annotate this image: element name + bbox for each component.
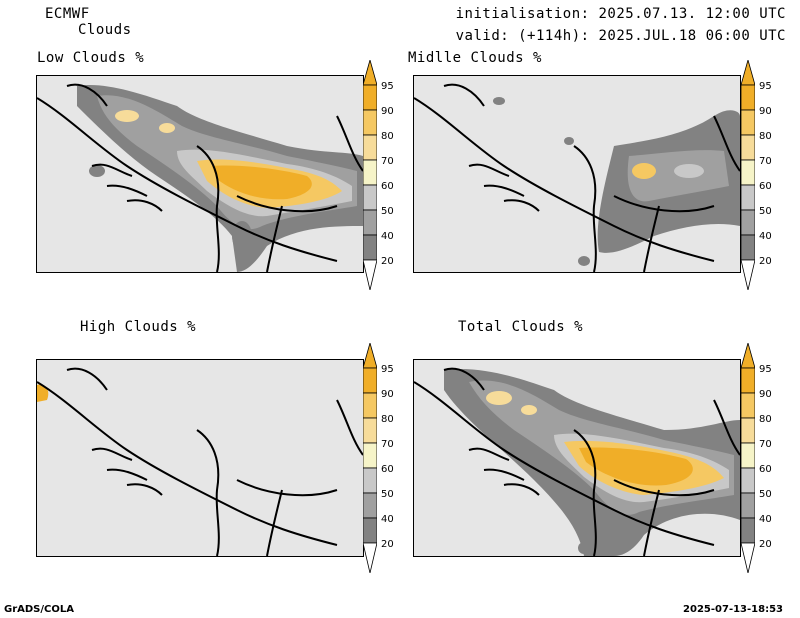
cbar-label: 60 bbox=[381, 181, 394, 192]
cbar-label: 20 bbox=[381, 256, 394, 267]
cbar-label: 40 bbox=[381, 514, 394, 525]
cbar-label: 70 bbox=[759, 156, 772, 167]
panel-title-total: Total Clouds % bbox=[458, 319, 584, 335]
map-high-clouds bbox=[36, 359, 364, 557]
cbar-label: 60 bbox=[381, 464, 394, 475]
cbar-label: 20 bbox=[381, 539, 394, 550]
product-name: Clouds bbox=[78, 22, 132, 38]
cbar-label: 50 bbox=[381, 489, 394, 500]
model-name: ECMWF bbox=[45, 6, 90, 22]
map-mid-clouds bbox=[413, 75, 741, 273]
cbar-label: 40 bbox=[759, 231, 772, 242]
cbar-label: 70 bbox=[381, 439, 394, 450]
map-low-svg bbox=[37, 83, 363, 272]
init-time: initialisation: 2025.07.13. 12:00 UTC bbox=[455, 6, 786, 22]
map-low-clouds bbox=[36, 75, 364, 273]
map-mid-svg bbox=[414, 83, 740, 272]
coastlines-total bbox=[414, 367, 740, 556]
cbar-label: 20 bbox=[759, 539, 772, 550]
map-high-svg bbox=[37, 367, 363, 556]
colorbar-high: 95 90 80 70 60 50 40 20 bbox=[362, 341, 394, 574]
cbar-label: 40 bbox=[381, 231, 394, 242]
colorbar-total: 95 90 80 70 60 50 40 20 bbox=[740, 341, 772, 574]
cbar-label: 90 bbox=[381, 106, 394, 117]
panel-title-high: High Clouds % bbox=[80, 319, 197, 335]
cbar-label: 95 bbox=[381, 81, 394, 92]
cbar-label: 50 bbox=[759, 206, 772, 217]
cbar-label: 80 bbox=[759, 414, 772, 425]
footer-software: GrADS/COLA bbox=[4, 604, 74, 615]
cbar-label: 90 bbox=[759, 389, 772, 400]
panel-title-low: Low Clouds % bbox=[37, 50, 145, 66]
footer-timestamp: 2025-07-13-18:53 bbox=[683, 604, 783, 615]
cbar-label: 70 bbox=[759, 439, 772, 450]
cbar-label: 80 bbox=[381, 414, 394, 425]
colorbar-low: 95 90 80 70 60 50 40 20 bbox=[362, 58, 394, 291]
cbar-label: 40 bbox=[759, 514, 772, 525]
coastlines-high bbox=[37, 367, 363, 556]
cbar-label: 60 bbox=[759, 181, 772, 192]
cbar-label: 80 bbox=[381, 131, 394, 142]
cloud-field-low bbox=[77, 85, 363, 272]
cbar-label: 95 bbox=[759, 81, 772, 92]
coastlines-low bbox=[37, 83, 363, 272]
cbar-label: 70 bbox=[381, 156, 394, 167]
cbar-label: 95 bbox=[381, 364, 394, 375]
cbar-label: 95 bbox=[759, 364, 772, 375]
colorbar-mid: 95 90 80 70 60 50 40 20 bbox=[740, 58, 772, 291]
cloud-field-mid bbox=[493, 97, 740, 266]
cbar-label: 60 bbox=[759, 464, 772, 475]
map-total-svg bbox=[414, 367, 740, 556]
cloud-field-total bbox=[444, 369, 740, 556]
map-total-clouds bbox=[413, 359, 741, 557]
cbar-label: 20 bbox=[759, 256, 772, 267]
cbar-label: 50 bbox=[381, 206, 394, 217]
cloud-field-high bbox=[37, 384, 49, 402]
valid-time: valid: (+114h): 2025.JUL.18 06:00 UTC bbox=[455, 28, 786, 44]
coastlines-mid bbox=[414, 83, 740, 272]
cbar-label: 80 bbox=[759, 131, 772, 142]
cbar-label: 50 bbox=[759, 489, 772, 500]
cbar-label: 90 bbox=[759, 106, 772, 117]
cbar-label: 90 bbox=[381, 389, 394, 400]
panel-title-mid: Midlle Clouds % bbox=[408, 50, 542, 66]
